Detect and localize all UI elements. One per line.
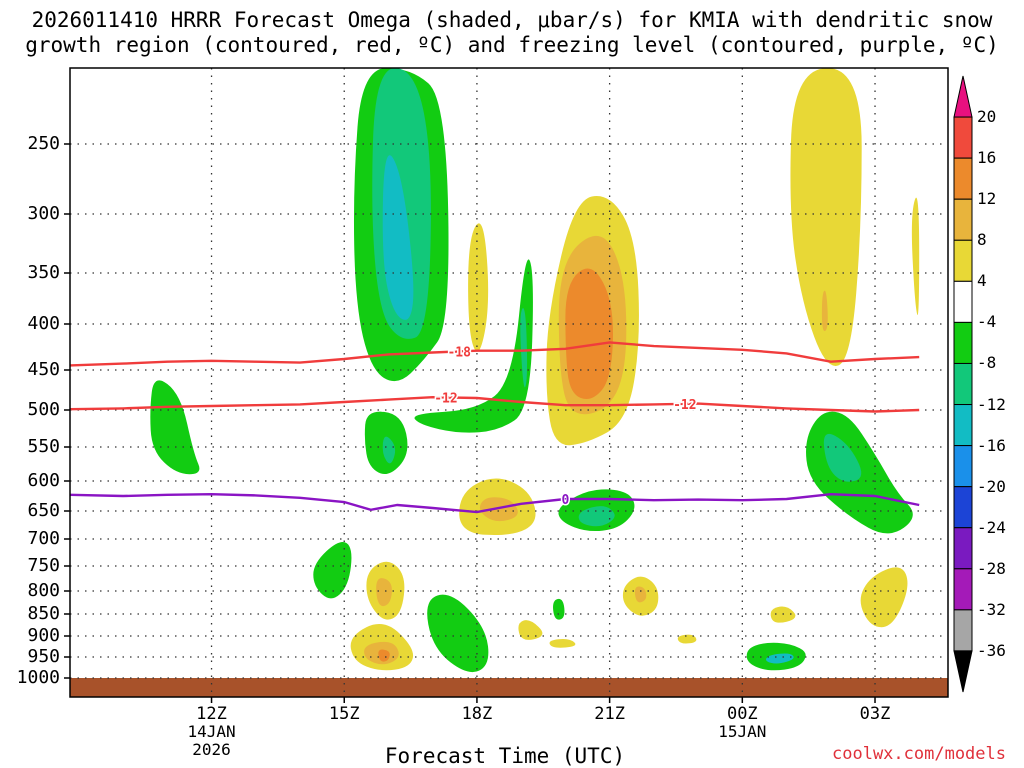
contour-line: [70, 492, 920, 514]
x-tick-label: 03Z: [859, 704, 891, 724]
colorbar-segment: [953, 445, 973, 488]
chart-title-line-1: 2026011410 HRRR Forecast Omega (shaded, …: [31, 8, 993, 32]
y-tick-label: 550: [27, 436, 60, 457]
colorbar-segment: [953, 280, 973, 323]
x-tick-date-label: 2026: [192, 740, 231, 759]
omega-region-positive: [860, 567, 908, 628]
colorbar-label: -12: [977, 394, 1006, 414]
x-axis-title: Forecast Time (UTC): [384, 744, 626, 768]
y-tick-label: 750: [27, 555, 60, 576]
colorbar-label: 8: [977, 230, 987, 250]
omega-region-negative: [766, 653, 794, 664]
colorbar-label: 16: [977, 148, 997, 168]
colorbar-segment: [953, 609, 973, 652]
omega-region-positive: [468, 223, 489, 352]
colorbar-segment: [953, 198, 973, 241]
contour-label: -18: [447, 345, 471, 360]
omega-region-negative: [414, 259, 533, 433]
y-tick-label: 700: [27, 528, 60, 549]
colorbar-label: 20: [977, 107, 997, 127]
y-tick-label: 400: [27, 313, 60, 334]
colorbar-segment: [953, 404, 973, 447]
omega-region-negative: [520, 308, 528, 388]
contour-line: [70, 341, 920, 367]
colorbar-label: -36: [977, 640, 1006, 660]
y-tick-label: 900: [27, 625, 60, 646]
colorbar-segment: [953, 321, 973, 364]
y-tick-label: 1000: [16, 667, 60, 688]
x-tick-label: 12Z: [196, 704, 227, 724]
colorbar-label: -32: [977, 599, 1006, 619]
contour-label: -12: [673, 398, 696, 413]
plot-frame: [69, 67, 949, 698]
colorbar-label: -20: [977, 476, 1006, 496]
colorbar-label: 4: [977, 271, 987, 291]
ground-fill: [70, 678, 948, 697]
omega-region-positive: [378, 649, 390, 662]
x-tick-date-label: 15JAN: [718, 722, 767, 741]
colorbar-top-triangle: [953, 75, 973, 118]
omega-region-positive: [911, 197, 920, 316]
y-tick-label: 350: [27, 262, 60, 283]
contour-line: [70, 395, 920, 413]
omega-region-negative: [823, 433, 862, 482]
y-tick-label: 300: [27, 203, 60, 224]
colorbar-segment: [953, 527, 973, 570]
y-tick-label: 800: [27, 580, 60, 601]
omega-region-positive: [518, 620, 543, 640]
y-tick-label: 650: [27, 500, 60, 521]
omega-region-positive: [565, 268, 614, 399]
colorbar-label: -24: [977, 517, 1006, 537]
omega-region-negative: [313, 542, 352, 599]
colorbar-segment: [953, 568, 973, 611]
colorbar-segment: [953, 486, 973, 529]
omega-region-positive: [790, 68, 862, 366]
omega-region-negative: [382, 155, 414, 320]
y-tick-label: 250: [27, 133, 60, 154]
y-tick-label: 500: [27, 399, 60, 420]
omega-region-positive: [376, 578, 392, 607]
colorbar-segment: [953, 116, 973, 159]
omega-region-positive: [821, 290, 828, 332]
contour-label: -12: [434, 391, 457, 406]
y-tick-label: 450: [27, 359, 60, 380]
colorbar-label: -8: [977, 353, 997, 373]
omega-region-positive: [677, 634, 697, 644]
colorbar-label: -28: [977, 558, 1006, 578]
colorbar-segment: [953, 157, 973, 200]
plot-area: -18 -12 -12 0: [70, 68, 948, 697]
credit-link[interactable]: coolwx.com/models: [832, 744, 1006, 764]
omega-region-positive: [634, 586, 647, 603]
x-tick-label: 00Z: [726, 704, 758, 724]
omega-region-positive: [549, 638, 576, 648]
x-tick-label: 21Z: [594, 704, 625, 724]
y-tick-label: 600: [27, 470, 60, 491]
y-tick-label: 950: [27, 646, 60, 667]
contour-label: 0: [561, 493, 569, 508]
omega-region-negative: [382, 436, 396, 464]
colorbar-bottom-triangle: [953, 650, 973, 693]
colorbar-label: -4: [977, 312, 997, 332]
x-tick-label: 15Z: [328, 704, 360, 724]
omega-region-negative: [150, 380, 200, 475]
colorbar-segment: [953, 362, 973, 406]
x-tick-label: 18Z: [461, 704, 493, 724]
chart-title-line-2: growth region (contoured, red, ºC) and f…: [25, 33, 999, 57]
y-tick-label: 850: [27, 603, 60, 624]
colorbar-label: -16: [977, 435, 1006, 455]
omega-region-negative: [427, 594, 489, 673]
colorbar-label: 12: [977, 189, 997, 209]
colorbar-segment: [953, 239, 973, 282]
omega-region-negative: [553, 598, 565, 620]
x-tick-date-label: 14JAN: [187, 722, 236, 741]
